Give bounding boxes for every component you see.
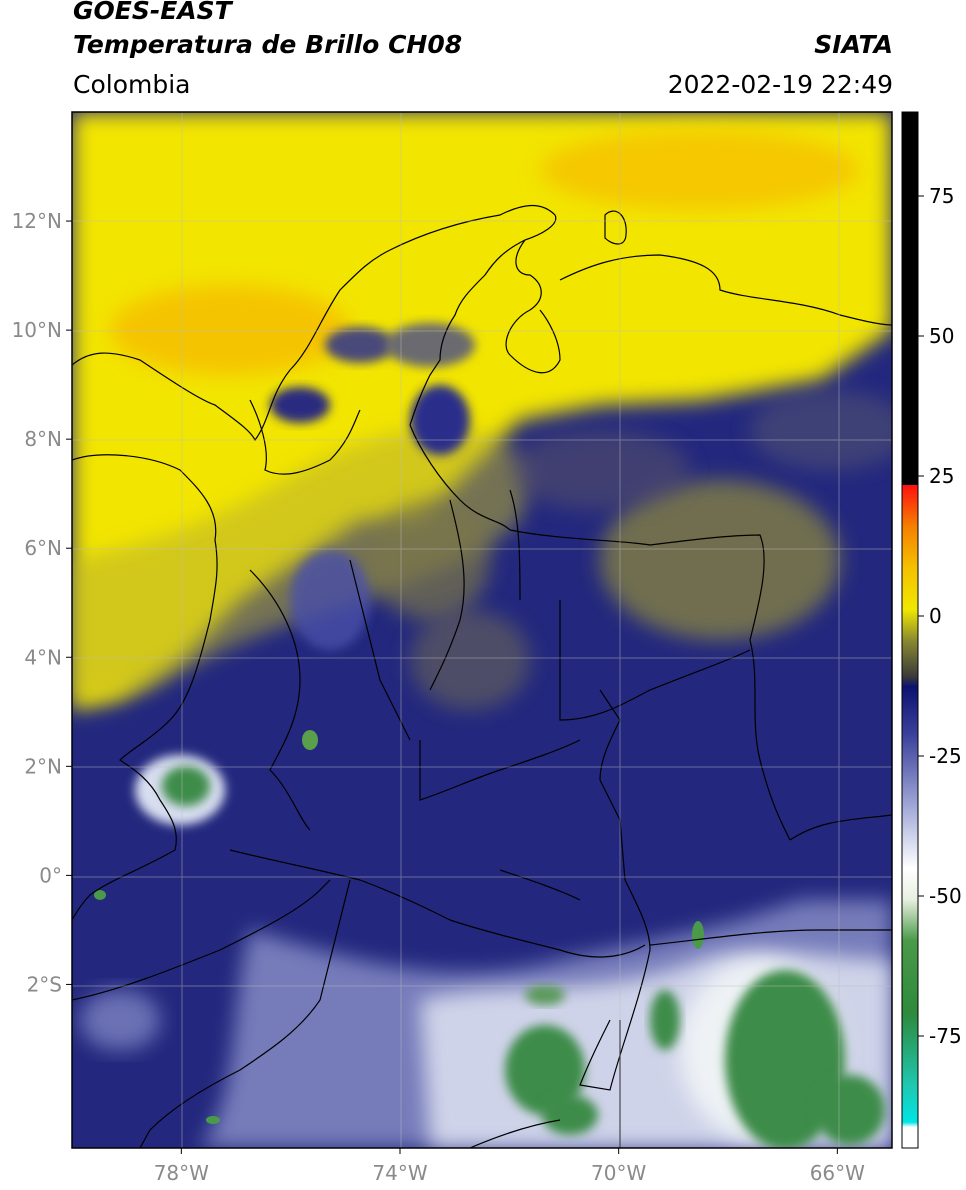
colorbar-tick-label: -75 — [929, 1024, 962, 1048]
lon-tick-label: 74°W — [372, 1161, 427, 1185]
colorbar-tick-label: 75 — [929, 184, 954, 208]
colorbar — [902, 112, 918, 1148]
lon-tick-label: 66°W — [810, 1161, 865, 1185]
colorbar-tick-label: 0 — [929, 604, 942, 628]
latitude-axis: 12°N 10°N 8°N 6°N 4°N 2°N 0° 2°S — [12, 209, 72, 996]
datetime-label: 2022-02-19 22:49 — [667, 70, 893, 99]
map-frame — [71, 111, 893, 1149]
lon-tick-label: 70°W — [591, 1161, 646, 1185]
colorbar-tick-label: -25 — [929, 744, 962, 768]
lat-tick-label: 4°N — [24, 645, 62, 669]
satellite-title: GOES-EAST — [73, 0, 232, 25]
lat-tick-label: 10°N — [12, 318, 62, 342]
brightness-temperature-field — [72, 112, 892, 1148]
region-label: Colombia — [73, 70, 191, 99]
colorbar-ticks: 75 50 25 0 -25 -50 -75 — [918, 184, 962, 1048]
gridlines — [72, 112, 892, 1148]
agency-label: SIATA — [814, 30, 893, 59]
lat-tick-label: 2°S — [27, 972, 62, 996]
colorbar-tick-label: -50 — [929, 884, 962, 908]
lat-tick-label: 8°N — [24, 427, 62, 451]
lat-tick-label: 6°N — [24, 536, 62, 560]
lat-tick-label: 12°N — [12, 209, 62, 233]
product-title: Temperatura de Brillo CH08 — [73, 30, 463, 59]
colorbar-frame — [901, 111, 919, 1149]
lat-tick-label: 0° — [39, 863, 62, 887]
colorbar-tick-label: 25 — [929, 464, 954, 488]
lon-tick-label: 78°W — [154, 1161, 209, 1185]
borders-and-coastlines — [72, 204, 892, 1148]
colorbar-tick-label: 50 — [929, 324, 954, 348]
lat-tick-label: 2°N — [24, 754, 62, 778]
longitude-axis: 78°W 74°W 70°W 66°W — [154, 1148, 865, 1185]
